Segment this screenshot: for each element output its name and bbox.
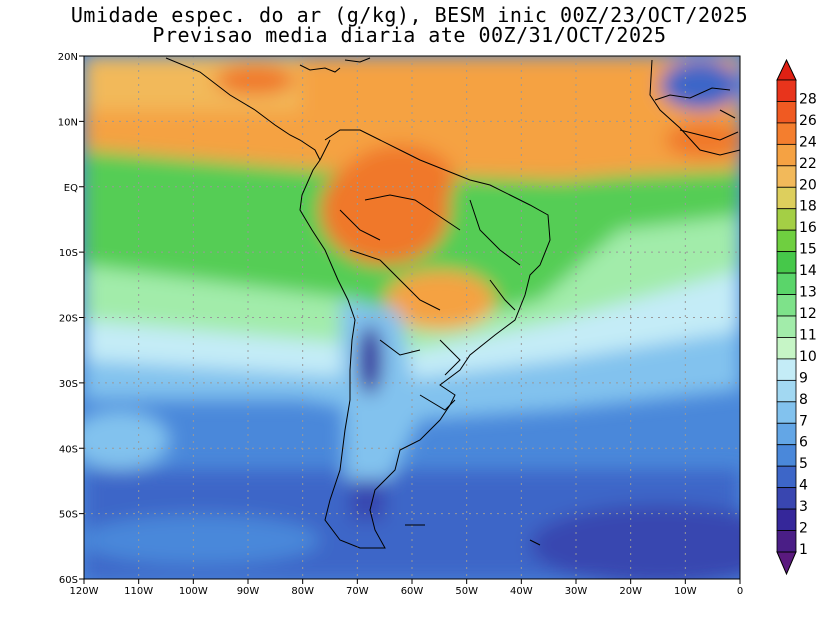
colorbar-swatch [776,444,797,467]
colorbar-label: 12 [799,306,817,322]
colorbar-top-arrow [776,58,797,81]
colorbar-swatch [776,101,797,124]
colorbar-swatch [776,379,797,403]
colorbar-label: 20 [799,177,817,193]
colorbar: 28 26 24 22 20 18 16 15 14 13 12 11 10 9 8 7 6 5 4 3 2 1 [776,58,817,576]
colorbar-swatch [776,122,797,145]
colorbar-swatch [776,530,797,553]
lat-label: 20N [58,52,78,63]
colorbar-swatch [776,165,797,188]
lon-label: 70W [346,586,369,597]
lat-label: 60S [59,575,78,586]
lon-label: 50W [455,586,478,597]
lon-label: 100W [179,586,208,597]
colorbar-label: 11 [799,327,817,343]
lat-label: 30S [59,379,78,390]
colorbar-label: 10 [799,349,817,365]
colorbar-label: 22 [799,156,817,172]
lon-label: 110W [124,586,153,597]
colorbar-label: 18 [799,199,817,215]
lon-label: 120W [70,586,99,597]
lon-label: 40W [510,586,533,597]
colorbar-swatch [776,272,797,295]
colorbar-bottom-arrow [776,551,797,576]
lon-label: 0 [737,586,743,597]
colorbar-label: 24 [799,134,817,150]
lat-label: 50S [59,510,78,521]
lon-label: 90W [237,586,260,597]
latitude-labels: 20N 10N EQ 10S 20S 30S 40S 50S 60S [58,52,78,586]
colorbar-swatch [776,186,797,210]
colorbar-swatch [776,508,797,531]
colorbar-label: 6 [799,435,808,451]
colorbar-label: 14 [799,263,817,279]
map-title: Umidade espec. do ar (g/kg), BESM inic 0… [70,3,749,27]
colorbar-swatch [776,294,797,317]
colorbar-swatch [776,79,797,102]
colorbar-swatch [776,337,797,360]
colorbar-label: 8 [799,392,808,408]
colorbar-label: 2 [799,521,808,537]
lon-label: 30W [565,586,588,597]
lon-label: 10W [674,586,697,597]
colorbar-swatch [776,465,797,489]
colorbar-label: 3 [799,499,808,515]
colorbar-label: 26 [799,113,817,129]
humidity-field [84,56,740,579]
colorbar-label: 1 [799,542,808,558]
graticule [84,56,740,579]
colorbar-label: 15 [799,242,817,258]
colorbar-swatch [776,229,797,253]
lat-label: 10S [59,248,78,259]
colorbar-swatch [776,358,797,381]
colorbar-label: 9 [799,370,808,386]
colorbar-label: 16 [799,220,817,236]
colorbar-swatch [776,401,797,424]
lat-label: EQ [64,183,78,194]
colorbar-label: 4 [799,478,808,494]
colorbar-swatch [776,251,797,274]
lat-label: 40S [59,444,78,455]
lon-label: 20W [619,586,642,597]
lat-label: 20S [59,314,78,325]
colorbar-label: 28 [799,91,817,107]
colorbar-swatch [776,315,797,338]
colorbar-label: 7 [799,413,808,429]
axis-ticks [79,55,741,584]
colorbar-swatch [776,487,797,510]
lon-label: 60W [401,586,424,597]
colorbar-label: 5 [799,456,808,472]
longitude-labels: 120W 110W 100W 90W 80W 70W 60W 50W 40W 30W 20W 10W 0 [70,586,744,597]
map-subtitle: Previsao media diaria ate 00Z/31/OCT/202… [152,23,667,47]
lon-label: 80W [291,586,314,597]
colorbar-swatch [776,208,797,231]
colorbar-swatch [776,422,797,446]
colorbar-label: 13 [799,285,817,301]
lat-label: 10N [58,117,78,128]
colorbar-swatch [776,143,797,167]
coastlines [165,57,741,549]
